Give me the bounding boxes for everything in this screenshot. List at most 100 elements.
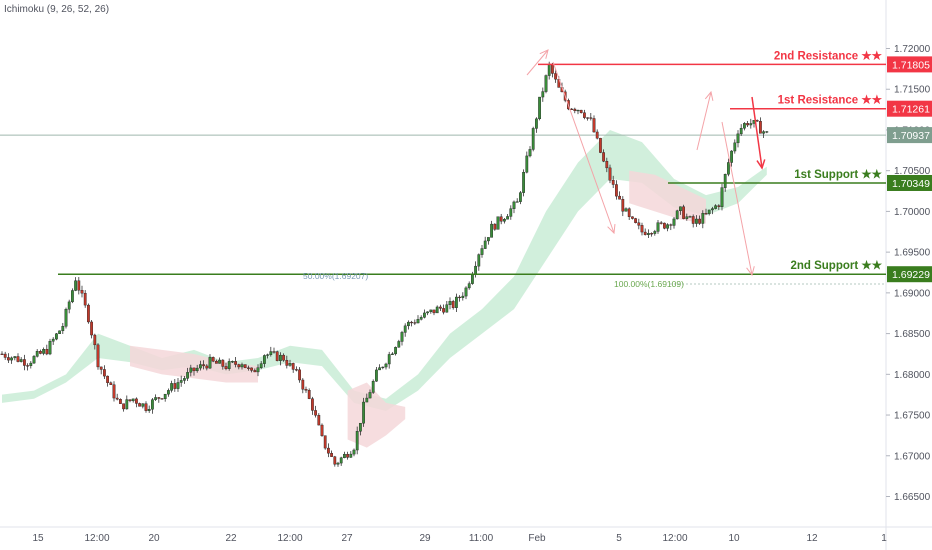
candle-body [115, 397, 119, 400]
projection-arrow-head [704, 90, 714, 101]
candle-body [291, 363, 295, 370]
candle-body [589, 117, 593, 119]
candle-body [605, 161, 609, 169]
candle-body [189, 367, 193, 373]
level-price-label: 1.70349 [892, 178, 930, 190]
candle-body [336, 462, 340, 465]
candle-body [240, 364, 244, 368]
candle-body [224, 366, 228, 369]
candle-body [343, 453, 346, 459]
projection-arrow [696, 91, 712, 151]
candle-body [58, 330, 62, 334]
projection-arrow [721, 121, 753, 276]
candle-body [381, 366, 385, 369]
candle-body [704, 213, 708, 215]
candle-body [327, 447, 330, 454]
candle-body [314, 410, 317, 416]
candle-body [714, 205, 718, 209]
candle-body [198, 364, 202, 369]
candle-body [16, 356, 20, 362]
candle-body [320, 424, 324, 436]
candle-body [253, 370, 257, 373]
candle-body [35, 351, 39, 357]
candle-body [106, 375, 110, 383]
x-tick-label: 12 [806, 533, 818, 544]
candle-body [407, 321, 410, 327]
candle-body [538, 96, 542, 120]
candle-body [163, 393, 167, 399]
candle-body [285, 360, 289, 366]
candle-body [743, 123, 746, 129]
candle-body [535, 118, 538, 129]
candle-body [736, 133, 740, 144]
candle-body [410, 321, 413, 324]
candle-body [86, 304, 90, 323]
candle-body [77, 280, 81, 291]
candle-body [330, 452, 333, 457]
y-tick-label: 1.71500 [894, 85, 931, 96]
candle-body [487, 237, 490, 242]
y-tick-label: 1.70500 [894, 166, 931, 177]
candle-body [288, 363, 292, 366]
x-tick-label: Feb [528, 533, 546, 544]
candle-body [682, 206, 686, 219]
projection-arrow [526, 49, 549, 76]
candle-body [301, 379, 305, 390]
candle-body [125, 399, 129, 410]
candle-body [211, 357, 215, 362]
fib-annotation: 100.00%(1.69109) [614, 279, 684, 289]
y-tick-label: 1.67000 [894, 451, 931, 462]
candle-body [317, 415, 321, 426]
candle-body [144, 403, 148, 411]
projection-arrow-head [539, 49, 549, 59]
level-price-label: 1.71261 [892, 104, 930, 116]
candle-body [365, 397, 369, 403]
candle-body [451, 301, 455, 308]
candle-body [691, 216, 695, 224]
candle-body [618, 195, 622, 200]
candle-body [666, 224, 670, 229]
ichimoku-cloud [2, 129, 767, 411]
candle-body [730, 150, 734, 163]
candle-body [387, 354, 391, 365]
ichimoku-cloud [347, 382, 406, 448]
x-tick-label: 1 [881, 533, 887, 544]
candle-body [176, 382, 180, 389]
candle-body [51, 338, 55, 342]
candle-body [160, 398, 164, 400]
candle-body [685, 216, 689, 219]
candle-body [70, 290, 74, 303]
candle-body [42, 349, 46, 354]
y-tick-label: 1.69000 [894, 288, 931, 299]
candle-body [346, 453, 349, 458]
candle-body [631, 216, 634, 219]
candle-body [246, 367, 250, 369]
candle-body [112, 384, 116, 399]
candle-body [179, 380, 183, 383]
candle-body [573, 108, 577, 112]
candle-body [192, 367, 196, 372]
candle-body [765, 131, 769, 133]
candle-body [493, 223, 497, 230]
candle-body [272, 351, 276, 353]
candle-body [611, 180, 615, 185]
candle-body [304, 388, 308, 391]
candle-body [602, 152, 606, 162]
candle-body [339, 457, 343, 464]
candle-body [19, 359, 23, 362]
candle-body [269, 351, 273, 355]
target-arrow-head [756, 159, 766, 170]
candle-body [45, 349, 49, 355]
candle-body [416, 319, 420, 324]
candle-body [131, 398, 135, 402]
x-tick-label: 20 [148, 533, 160, 544]
candle-body [663, 222, 666, 229]
candle-body [83, 292, 87, 306]
candle-body [371, 380, 375, 393]
y-tick-label: 1.68000 [894, 370, 931, 381]
candle-body [749, 123, 753, 126]
candle-body [170, 383, 173, 391]
candle-body [464, 287, 468, 297]
